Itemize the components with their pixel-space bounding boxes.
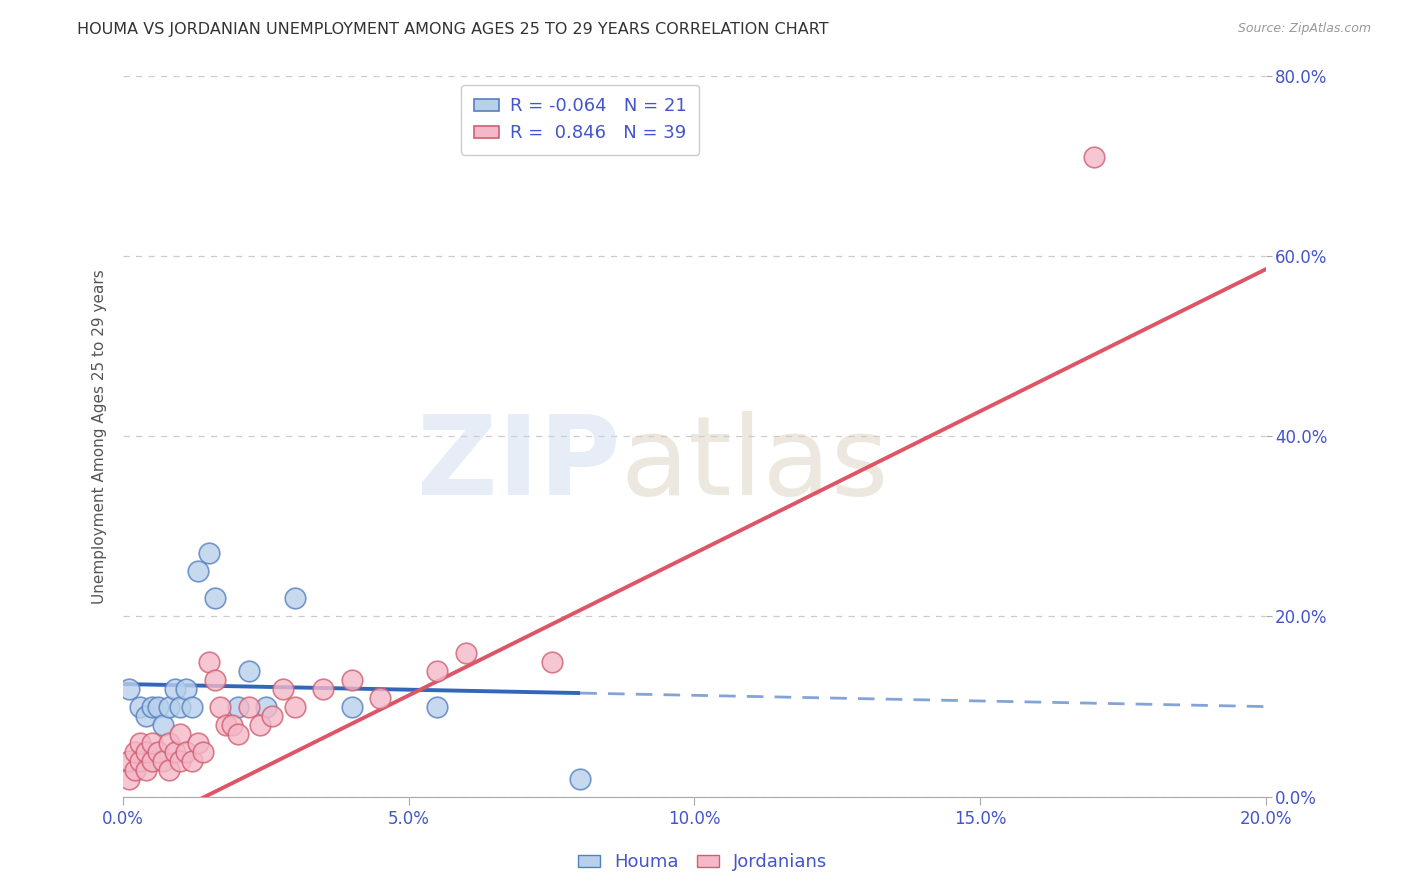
Point <box>118 772 141 786</box>
Point <box>157 736 180 750</box>
Point <box>129 754 152 768</box>
Point <box>284 591 307 606</box>
Point <box>129 699 152 714</box>
Point <box>124 745 146 759</box>
Text: atlas: atlas <box>620 411 889 518</box>
Point <box>368 690 391 705</box>
Text: Source: ZipAtlas.com: Source: ZipAtlas.com <box>1237 22 1371 36</box>
Point <box>180 754 202 768</box>
Point <box>146 745 169 759</box>
Point <box>163 745 186 759</box>
Point <box>180 699 202 714</box>
Point <box>141 754 163 768</box>
Text: HOUMA VS JORDANIAN UNEMPLOYMENT AMONG AGES 25 TO 29 YEARS CORRELATION CHART: HOUMA VS JORDANIAN UNEMPLOYMENT AMONG AG… <box>77 22 830 37</box>
Point <box>141 699 163 714</box>
Point <box>221 717 243 731</box>
Point <box>426 664 449 678</box>
Y-axis label: Unemployment Among Ages 25 to 29 years: Unemployment Among Ages 25 to 29 years <box>93 268 107 604</box>
Point <box>174 745 197 759</box>
Point <box>540 655 562 669</box>
Point <box>157 699 180 714</box>
Legend: Houma, Jordanians: Houma, Jordanians <box>571 847 835 879</box>
Point <box>204 591 226 606</box>
Point <box>249 717 271 731</box>
Point <box>118 681 141 696</box>
Point <box>204 673 226 687</box>
Point <box>169 726 191 740</box>
Point <box>135 708 157 723</box>
Point <box>135 745 157 759</box>
Point <box>284 699 307 714</box>
Point <box>254 699 277 714</box>
Point <box>454 646 477 660</box>
Point <box>174 681 197 696</box>
Point <box>157 763 180 777</box>
Point <box>238 699 260 714</box>
Point <box>569 772 592 786</box>
Point <box>271 681 294 696</box>
Point <box>146 699 169 714</box>
Point <box>124 763 146 777</box>
Point <box>118 754 141 768</box>
Point <box>238 664 260 678</box>
Point <box>129 736 152 750</box>
Point <box>169 754 191 768</box>
Point <box>187 565 209 579</box>
Point <box>187 736 209 750</box>
Text: ZIP: ZIP <box>416 411 620 518</box>
Point <box>209 699 232 714</box>
Point <box>141 736 163 750</box>
Point <box>135 763 157 777</box>
Point <box>340 699 363 714</box>
Point <box>169 699 191 714</box>
Point <box>340 673 363 687</box>
Point <box>193 745 215 759</box>
Point <box>260 708 283 723</box>
Point <box>226 699 249 714</box>
Point <box>426 699 449 714</box>
Point <box>163 681 186 696</box>
Point <box>152 717 174 731</box>
Point <box>152 754 174 768</box>
Point <box>1083 150 1105 164</box>
Point <box>198 546 221 560</box>
Point <box>226 726 249 740</box>
Point <box>215 717 238 731</box>
Point <box>198 655 221 669</box>
Legend: R = -0.064   N = 21, R =  0.846   N = 39: R = -0.064 N = 21, R = 0.846 N = 39 <box>461 85 699 155</box>
Point <box>312 681 335 696</box>
